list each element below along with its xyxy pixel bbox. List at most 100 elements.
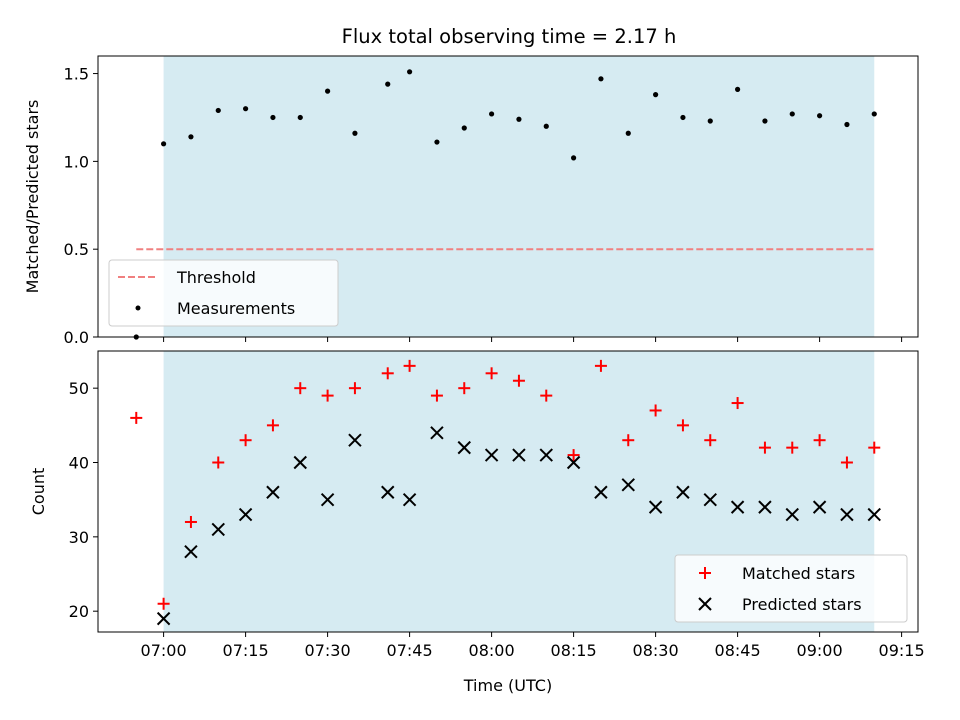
count-legend-box <box>674 554 908 623</box>
predicted-stars-point <box>211 522 225 537</box>
matched-stars-point <box>676 419 689 432</box>
y-tick-label: 0.0 <box>64 328 89 347</box>
ratio-legend: Threshold Measurements <box>108 259 339 327</box>
ratio-panel: 0.0 0.5 1.0 1.5 Matched/Predicted stars Thr… <box>23 55 919 347</box>
predicted-stars-point <box>402 492 417 507</box>
measurement-point <box>571 155 577 161</box>
measurement-point <box>844 121 850 128</box>
measurement-point <box>161 141 167 147</box>
predicted-stars-point <box>156 611 171 626</box>
predicted-stars-point <box>621 478 635 492</box>
predicted-stars-point <box>484 448 499 462</box>
predicted-stars-point <box>539 448 553 462</box>
predicted-stars-point <box>758 500 772 514</box>
ratio-y-axis-label: Matched/Predicted stars <box>23 100 42 294</box>
measurement-point <box>653 92 659 98</box>
matched-stars-point <box>567 449 580 462</box>
predicted-stars-point <box>266 485 280 499</box>
measurement-point <box>762 118 768 124</box>
measurement-point <box>680 114 686 121</box>
matched-stars-point <box>512 374 525 387</box>
matched-stars-point <box>294 382 307 395</box>
count-y-ticks: 20 30 40 50 <box>69 379 98 621</box>
measurement-point <box>188 134 194 140</box>
matched-stars-point <box>430 389 443 402</box>
y-tick-label: 20 <box>69 602 89 621</box>
predicted-stars-point <box>320 492 335 507</box>
predicted-stars-point <box>785 507 799 522</box>
x-tick-label: 09:00 <box>797 641 843 660</box>
measurement-point <box>325 88 331 94</box>
legend-matched-label: Matched stars <box>742 564 855 583</box>
measurement-point <box>407 69 413 75</box>
x-tick-label: 08:30 <box>633 641 679 660</box>
measurement-point <box>434 139 440 145</box>
x-tick-label: 09:15 <box>879 641 925 660</box>
legend-matched-swatch <box>699 567 711 579</box>
y-tick-label: 50 <box>69 379 89 398</box>
measurement-point <box>789 111 795 117</box>
measurement-point <box>543 123 549 129</box>
matched-stars-point <box>458 382 471 395</box>
measurement-point <box>270 114 276 121</box>
count-x-ticks: 07:00 07:15 07:30 07:45 08:00 08:15 08:30 08:45… <box>141 632 925 660</box>
ratio-legend-box <box>108 259 339 327</box>
legend-predicted-label: Predicted stars <box>742 595 862 614</box>
matched-stars-point <box>212 456 225 469</box>
count-axes-frame <box>97 350 919 633</box>
matched-stars-point <box>704 434 717 447</box>
predicted-stars-point <box>238 507 253 522</box>
x-axis-label: Time (UTC) <box>463 676 552 695</box>
x-tick-label: 07:30 <box>305 641 351 660</box>
matched-stars-point <box>239 434 252 447</box>
matched-stars-point <box>868 441 881 454</box>
measurement-point <box>461 125 467 131</box>
measurement-point <box>871 111 877 117</box>
matched-stars-point <box>540 389 553 402</box>
x-tick-label: 08:15 <box>551 641 597 660</box>
matched-stars-point <box>813 434 826 447</box>
predicted-stars-point <box>594 485 608 499</box>
measurement-point <box>297 114 303 121</box>
predicted-stars-point <box>293 455 307 470</box>
legend-threshold-label: Threshold <box>176 268 256 287</box>
count-panel: 07:00 07:15 07:30 07:45 08:00 08:15 08:30 08:45… <box>29 350 925 695</box>
ratio-axes-frame <box>97 55 919 338</box>
y-tick-label: 30 <box>69 528 89 547</box>
matched-stars-point <box>266 419 279 432</box>
predicted-stars-point <box>512 448 526 462</box>
measurement-point <box>625 130 631 136</box>
matched-stars-point <box>840 456 853 469</box>
measurement-point <box>489 111 495 117</box>
matched-stars-point <box>758 441 771 454</box>
predicted-stars-point <box>703 492 717 507</box>
predicted-stars-point <box>812 500 827 514</box>
chart-title: Flux total observing time = 2.17 h <box>342 25 677 48</box>
predicted-stars-point <box>840 507 854 522</box>
matched-stars-point <box>348 382 361 395</box>
matched-stars-point <box>649 404 662 417</box>
matched-stars-point <box>731 397 744 410</box>
measurement-point <box>385 81 391 87</box>
measurement-point <box>735 86 741 92</box>
y-tick-label: 1.5 <box>64 65 89 84</box>
predicted-stars-point <box>184 545 198 559</box>
measurement-point <box>707 118 713 124</box>
measurement-point <box>817 113 823 119</box>
measurement-point <box>352 130 358 136</box>
matched-stars-point <box>321 389 334 402</box>
predicted-stars-point <box>676 485 690 499</box>
x-tick-label: 08:45 <box>715 641 761 660</box>
matched-stars-point <box>403 359 416 372</box>
y-tick-label: 40 <box>69 454 89 473</box>
count-series-group <box>130 359 881 626</box>
count-legend: Matched stars Predicted stars <box>674 554 908 623</box>
count-y-axis-label: Count <box>29 468 48 516</box>
x-tick-label: 08:00 <box>469 641 515 660</box>
ratio-series-group <box>133 69 877 340</box>
predicted-stars-point <box>730 500 745 514</box>
legend-measurements-swatch <box>135 305 141 311</box>
y-tick-label: 1.0 <box>64 152 89 171</box>
matched-stars-point <box>130 411 143 424</box>
